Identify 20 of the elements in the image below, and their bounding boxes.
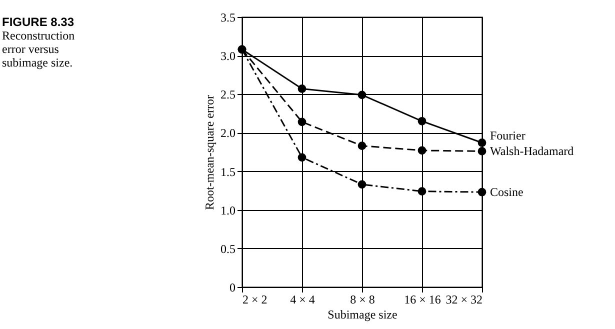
- series-label: Fourier: [490, 128, 526, 143]
- x-tick-label: 32 × 32: [446, 292, 482, 306]
- y-tick-label: 0.5: [220, 242, 236, 256]
- y-axis-title: Root-mean-square error: [202, 95, 216, 210]
- x-tick-label: 16 × 16: [404, 292, 441, 306]
- x-tick-label: 4 × 4: [290, 292, 315, 306]
- y-tick-label: 0: [230, 280, 236, 294]
- y-tick-label: 3.0: [220, 49, 236, 64]
- x-tick-label: 8 × 8: [350, 292, 375, 306]
- y-tick-label: 2.0: [220, 126, 236, 140]
- text: FIGURE 8.33: [2, 15, 74, 29]
- y-tick-label: 1.5: [220, 164, 236, 179]
- x-axis-title: Subimage size: [328, 308, 398, 322]
- text: Reconstruction error versus subimage size.: [2, 28, 75, 70]
- series-label: Cosine: [490, 185, 524, 200]
- y-tick-label: 3.5: [220, 10, 236, 24]
- series-label: Walsh-Hadamard: [490, 144, 574, 158]
- y-tick-label: 1.0: [220, 203, 236, 218]
- y-tick-label: 2.5: [220, 88, 236, 102]
- x-tick-label: 2 × 2: [242, 292, 268, 306]
